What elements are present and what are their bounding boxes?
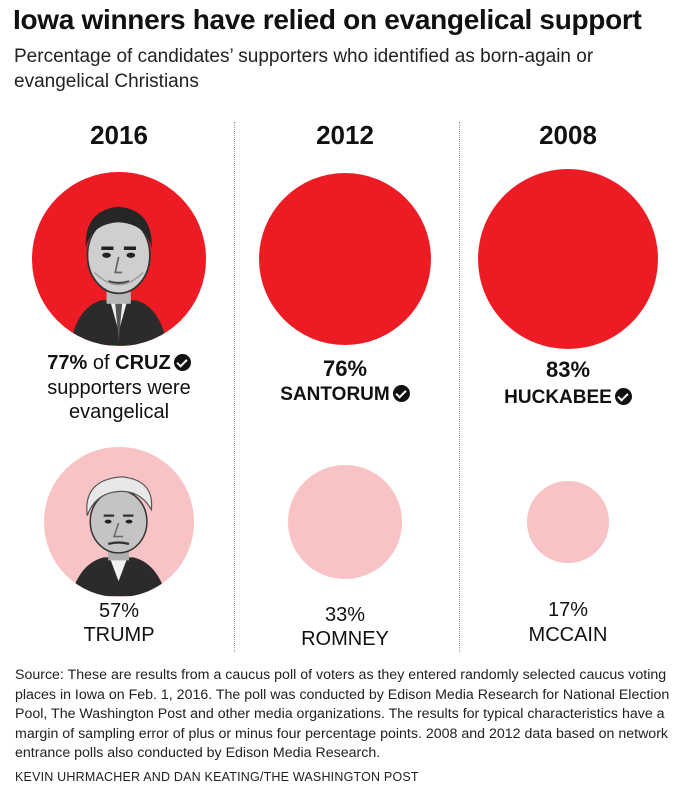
runner-up-bubble: [44, 447, 193, 596]
winner-label-of: of: [93, 352, 110, 374]
runner-up-bubble: [288, 465, 401, 578]
winner-name: HUCKABEE: [504, 387, 612, 408]
winner-bubble: [32, 172, 205, 345]
winner-label-line2: supporters were: [3, 377, 235, 400]
credit-line: KEVIN UHRMACHER AND DAN KEATING/THE WASH…: [15, 770, 419, 784]
runner-up-name: ROMNEY: [229, 628, 461, 651]
winner-percent: 83%: [452, 357, 684, 383]
winner-label: HUCKABEE: [452, 387, 684, 409]
runner-up-bubble: [527, 481, 608, 562]
winner-bubble: [478, 169, 658, 349]
checkmark-circle-icon: [615, 388, 632, 405]
runner-up-percent: 17%: [452, 599, 684, 622]
checkmark-circle-icon: [174, 354, 191, 371]
winner-label: 77% of CRUZ: [3, 352, 235, 375]
runner-up-name: TRUMP: [3, 624, 235, 647]
year-label: 2012: [229, 120, 461, 151]
runner-up-percent: 33%: [229, 604, 461, 627]
checkmark-circle-icon: [393, 385, 410, 402]
winner-name: SANTORUM: [280, 384, 389, 405]
winner-bubble: [259, 173, 431, 345]
winner-label: SANTORUM: [229, 384, 461, 406]
winner-label-line3: evangelical: [3, 401, 235, 424]
winner-name: CRUZ: [115, 352, 171, 374]
trump-portrait: [44, 447, 193, 596]
cruz-portrait: [32, 172, 205, 345]
runner-up-percent: 57%: [3, 600, 235, 623]
year-label: 2016: [3, 120, 235, 151]
winner-percent: 76%: [229, 356, 461, 382]
winner-percent: 77%: [47, 352, 87, 374]
year-label: 2008: [452, 120, 684, 151]
source-note: Source: These are results from a caucus …: [15, 666, 687, 764]
runner-up-name: MCCAIN: [452, 624, 684, 647]
